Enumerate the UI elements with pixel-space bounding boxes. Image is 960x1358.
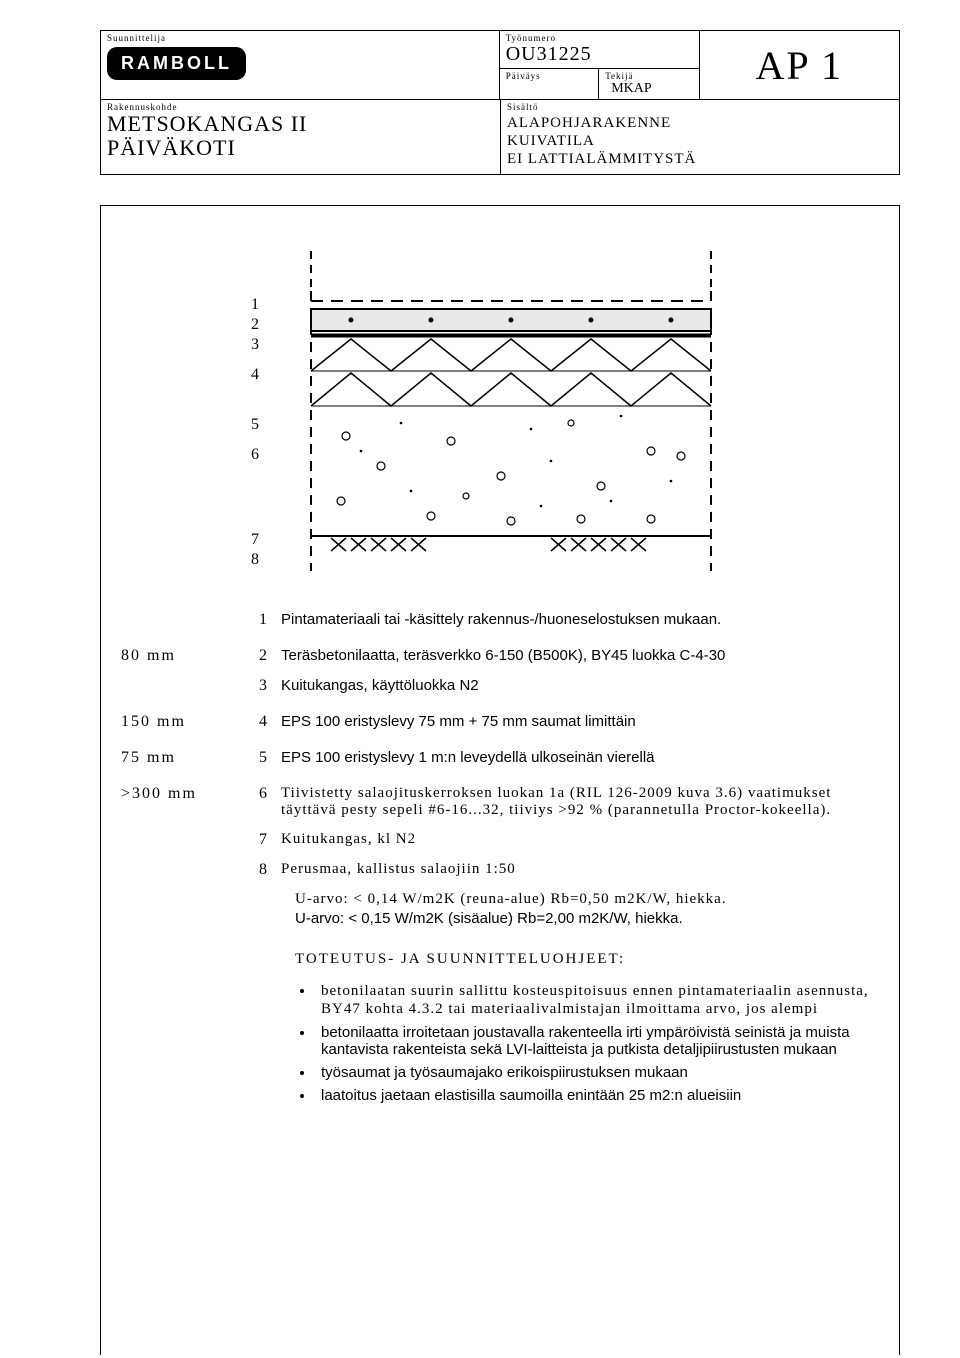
spec-dim: 75 mm bbox=[121, 749, 251, 767]
label-date: Päiväys bbox=[506, 71, 593, 81]
spec-dim: 150 mm bbox=[121, 713, 251, 731]
spec-dim bbox=[121, 611, 251, 629]
spec-num: 3 bbox=[251, 677, 281, 695]
label-jobnum: Työnumero bbox=[506, 33, 693, 43]
spec-text: Perusmaa, kallistus salaojiin 1:50 bbox=[281, 861, 881, 879]
instructions-list: betonilaatan suurin sallittu kosteuspito… bbox=[315, 982, 881, 1104]
bullet-text: betonilaatta irroitetaan joustavalla rak… bbox=[321, 1024, 850, 1058]
value-jobnum: OU31225 bbox=[506, 43, 693, 66]
spec-dim bbox=[121, 831, 251, 849]
spec-dim bbox=[121, 677, 251, 695]
ramboll-logo: RAMBOLL bbox=[107, 47, 246, 80]
section-diagram bbox=[251, 251, 831, 581]
content-line1: ALAPOHJARAKENNE bbox=[507, 115, 671, 131]
label-designer: Suunnittelija bbox=[107, 33, 493, 43]
spec-text: Kuitukangas, käyttöluokka N2 bbox=[281, 677, 881, 695]
spec-text: Teräsbetonilaatta, teräsverkko 6-150 (B5… bbox=[281, 647, 881, 665]
spec-row: 1 Pintamateriaali tai -käsittely rakennu… bbox=[121, 611, 881, 629]
title-block: Suunnittelija RAMBOLL Työnumero OU31225 … bbox=[100, 30, 900, 175]
list-item: betonilaatta irroitetaan joustavalla rak… bbox=[315, 1024, 881, 1058]
spec-num: 7 bbox=[251, 831, 281, 849]
value-content: ALAPOHJARAKENNE KUIVATILA EI LATTIALÄMMI… bbox=[507, 114, 893, 168]
header-row-1: Suunnittelija RAMBOLL Työnumero OU31225 … bbox=[101, 31, 899, 100]
cell-content: Sisältö ALAPOHJARAKENNE KUIVATILA EI LAT… bbox=[501, 100, 899, 174]
list-item: betonilaatan suurin sallittu kosteuspito… bbox=[315, 982, 881, 1018]
cell-designer: Suunnittelija RAMBOLL bbox=[101, 31, 500, 99]
cell-project: Rakennuskohde METSOKANGAS II PÄIVÄKOTI bbox=[101, 100, 501, 174]
instructions-heading: TOTEUTUS- JA SUUNNITTELUOHJEET: bbox=[295, 951, 881, 968]
spec-num: 6 bbox=[251, 785, 281, 819]
cell-jobnum-group: Työnumero OU31225 Päiväys Tekijä MKAP bbox=[500, 31, 700, 99]
main-frame: 1 2 3 4 5 6 7 8 bbox=[100, 205, 900, 1355]
date-author-row: Päiväys Tekijä MKAP bbox=[500, 69, 699, 99]
spec-dim bbox=[121, 861, 251, 879]
spec-num: 8 bbox=[251, 861, 281, 879]
spec-num: 4 bbox=[251, 713, 281, 731]
spec-text: EPS 100 eristyslevy 75 mm + 75 mm saumat… bbox=[281, 713, 881, 731]
value-project: METSOKANGAS II PÄIVÄKOTI bbox=[107, 112, 494, 160]
spec-text: EPS 100 eristyslevy 1 m:n leveydellä ulk… bbox=[281, 749, 881, 767]
spec-num: 2 bbox=[251, 647, 281, 665]
u-value-1: U-arvo: < 0,14 W/m2K (reuna-alue) Rb=0,5… bbox=[295, 891, 881, 908]
spec-row: 7 Kuitukangas, kl N2 bbox=[121, 831, 881, 849]
spec-row: >300 mm 6 Tiivistetty salaojituskerrokse… bbox=[121, 785, 881, 819]
spec-table: 1 Pintamateriaali tai -käsittely rakennu… bbox=[121, 611, 881, 1120]
spec-row: 150 mm 4 EPS 100 eristyslevy 75 mm + 75 … bbox=[121, 713, 881, 731]
spec-row: 80 mm 2 Teräsbetonilaatta, teräsverkko 6… bbox=[121, 647, 881, 665]
cell-date: Päiväys bbox=[500, 69, 600, 99]
spec-num: 5 bbox=[251, 749, 281, 767]
spec-num: 1 bbox=[251, 611, 281, 629]
project-line2: PÄIVÄKOTI bbox=[107, 135, 236, 160]
doc-code: AP 1 bbox=[700, 31, 899, 99]
spec-dim: >300 mm bbox=[121, 785, 251, 819]
header-row-2: Rakennuskohde METSOKANGAS II PÄIVÄKOTI S… bbox=[101, 100, 899, 174]
spec-dim: 80 mm bbox=[121, 647, 251, 665]
bullet-text: työsaumat ja työsaumajako erikoispiirust… bbox=[321, 1064, 688, 1081]
u-value-2: U-arvo: < 0,15 W/m2K (sisäalue) Rb=2,00 … bbox=[295, 910, 881, 927]
content-line2: KUIVATILA bbox=[507, 133, 595, 149]
spec-row: 8 Perusmaa, kallistus salaojiin 1:50 bbox=[121, 861, 881, 879]
u-values: U-arvo: < 0,14 W/m2K (reuna-alue) Rb=0,5… bbox=[295, 891, 881, 927]
label-content: Sisältö bbox=[507, 102, 893, 112]
list-item: työsaumat ja työsaumajako erikoispiirust… bbox=[315, 1064, 881, 1081]
spec-text: Tiivistetty salaojituskerroksen luokan 1… bbox=[281, 785, 881, 819]
cell-author: Tekijä MKAP bbox=[599, 69, 699, 99]
label-author: Tekijä bbox=[605, 71, 693, 81]
content-line3: EI LATTIALÄMMITYSTÄ bbox=[507, 151, 696, 167]
spec-text: Kuitukangas, kl N2 bbox=[281, 831, 881, 849]
spec-text: Pintamateriaali tai -käsittely rakennus-… bbox=[281, 611, 881, 629]
project-line1: METSOKANGAS II bbox=[107, 111, 307, 136]
value-author: MKAP bbox=[605, 81, 693, 97]
cell-jobnum: Työnumero OU31225 bbox=[500, 31, 699, 69]
list-item: laatoitus jaetaan elastisilla saumoilla … bbox=[315, 1087, 881, 1104]
spec-row: 3 Kuitukangas, käyttöluokka N2 bbox=[121, 677, 881, 695]
bullet-text: laatoitus jaetaan elastisilla saumoilla … bbox=[321, 1087, 741, 1104]
diagram-svg bbox=[251, 251, 831, 581]
bullet-text: betonilaatan suurin sallittu kosteuspito… bbox=[321, 983, 869, 1017]
spec-row: 75 mm 5 EPS 100 eristyslevy 1 m:n leveyd… bbox=[121, 749, 881, 767]
